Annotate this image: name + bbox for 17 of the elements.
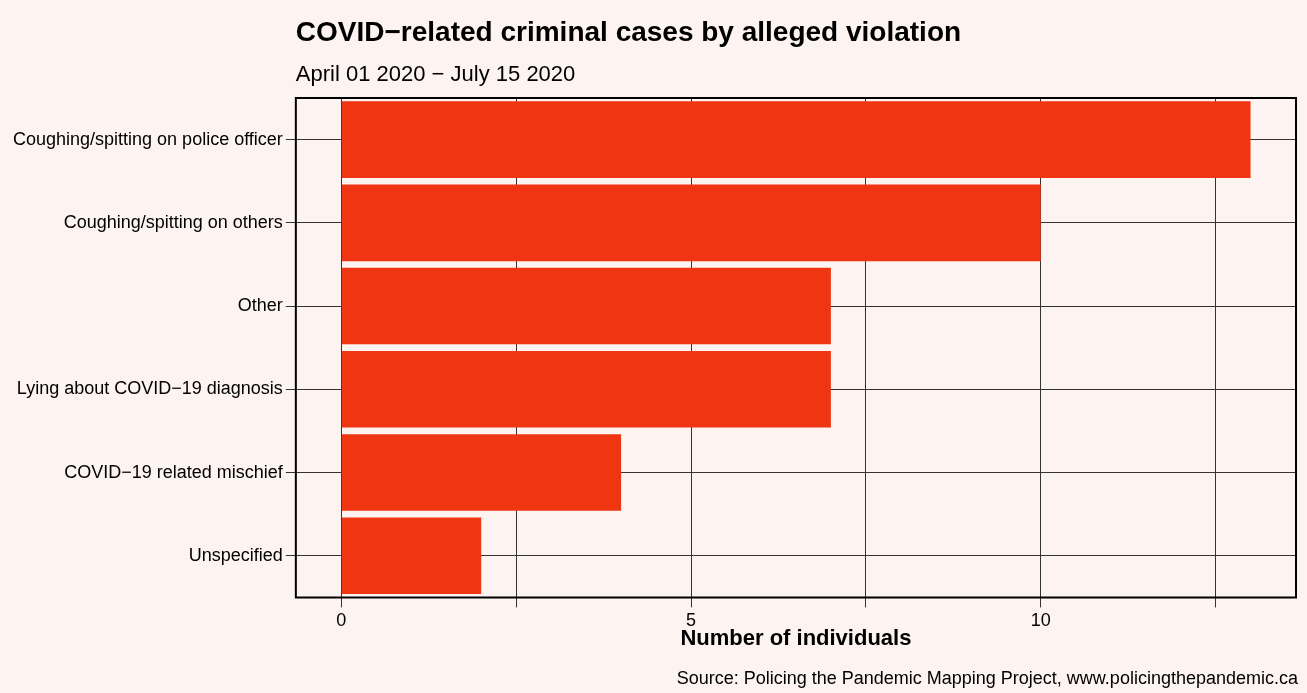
bar — [341, 351, 831, 428]
y-tick-label: Coughing/spitting on police officer — [13, 128, 283, 149]
bar — [341, 184, 1041, 262]
y-tick-label: Lying about COVID−19 diagnosis — [16, 378, 283, 399]
x-tick-label: 10 — [1030, 610, 1051, 631]
x-tick-label: 0 — [336, 610, 347, 631]
bar — [341, 434, 622, 511]
source-note: Source: Policing the Pandemic Mapping Project, www.policingthepandemic.ca — [676, 668, 1299, 688]
bar — [341, 267, 831, 345]
bar — [341, 517, 482, 595]
bar — [341, 101, 1251, 178]
chart-title: COVID−related criminal cases by alleged violation — [295, 16, 962, 47]
y-tick-label: Other — [237, 295, 283, 316]
y-tick-label: COVID−19 related mischief — [64, 461, 284, 482]
chart-subtitle: April 01 2020 − July 15 2020 — [295, 61, 576, 86]
y-tick-label: Unspecified — [188, 544, 283, 565]
y-tick-label: Coughing/spitting on others — [63, 211, 283, 232]
